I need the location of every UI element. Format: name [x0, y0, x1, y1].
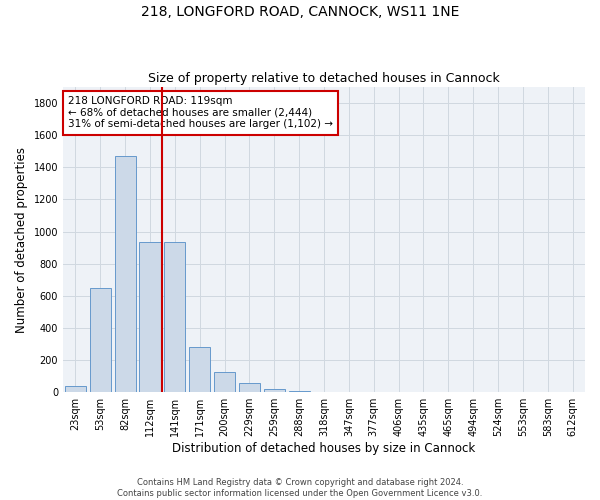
X-axis label: Distribution of detached houses by size in Cannock: Distribution of detached houses by size …: [172, 442, 476, 455]
Bar: [115, 156, 136, 392]
Bar: [239, 383, 260, 392]
Bar: [90, 288, 111, 392]
Bar: [65, 386, 86, 392]
Bar: [214, 372, 235, 392]
Text: 218, LONGFORD ROAD, CANNOCK, WS11 1NE: 218, LONGFORD ROAD, CANNOCK, WS11 1NE: [141, 5, 459, 19]
Bar: [189, 347, 211, 392]
Text: Contains HM Land Registry data © Crown copyright and database right 2024.
Contai: Contains HM Land Registry data © Crown c…: [118, 478, 482, 498]
Y-axis label: Number of detached properties: Number of detached properties: [15, 146, 28, 332]
Bar: [139, 242, 161, 392]
Text: 218 LONGFORD ROAD: 119sqm
← 68% of detached houses are smaller (2,444)
31% of se: 218 LONGFORD ROAD: 119sqm ← 68% of detac…: [68, 96, 333, 130]
Bar: [289, 390, 310, 392]
Bar: [164, 242, 185, 392]
Bar: [264, 388, 285, 392]
Title: Size of property relative to detached houses in Cannock: Size of property relative to detached ho…: [148, 72, 500, 85]
